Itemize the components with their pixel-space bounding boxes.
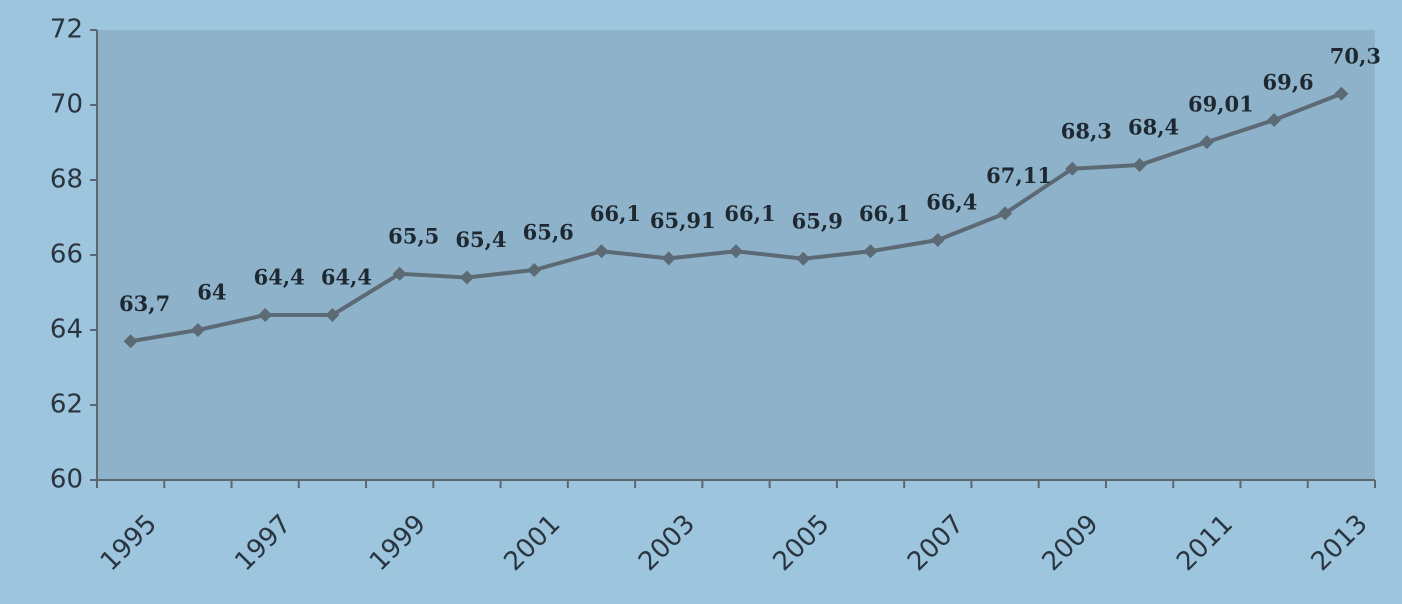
marker	[1334, 86, 1349, 101]
data-label: 69,6	[1263, 70, 1314, 95]
data-label: 68,3	[1061, 118, 1112, 143]
data-label: 63,7	[119, 291, 170, 316]
marker	[459, 270, 474, 285]
data-label: 64,4	[254, 265, 305, 290]
y-tick-label: 64	[50, 315, 83, 345]
marker	[258, 308, 273, 322]
marker	[123, 334, 138, 349]
data-label: 66,1	[859, 201, 910, 226]
data-label: 66,1	[724, 201, 775, 226]
data-label: 65,5	[388, 223, 439, 248]
marker	[1267, 113, 1282, 127]
data-label: 66,4	[926, 190, 977, 215]
marker	[863, 244, 878, 259]
marker	[661, 251, 676, 266]
marker	[1199, 135, 1214, 150]
marker	[325, 308, 340, 322]
y-tick-label: 66	[50, 240, 83, 270]
data-label: 64	[197, 280, 226, 305]
marker	[594, 244, 609, 259]
marker	[796, 251, 811, 266]
marker	[729, 244, 743, 259]
marker	[998, 206, 1013, 221]
data-label: 69,01	[1188, 92, 1254, 117]
data-label: 65,6	[523, 220, 574, 245]
marker	[1132, 158, 1147, 172]
data-label: 68,4	[1128, 115, 1179, 140]
data-label: 65,4	[455, 227, 506, 252]
marker	[1065, 161, 1080, 176]
marker	[527, 263, 542, 277]
data-label: 70,3	[1330, 43, 1381, 68]
data-label: 64,4	[321, 265, 372, 290]
data-label: 66,1	[590, 201, 641, 226]
data-label: 67,11	[986, 163, 1052, 188]
y-tick-label: 60	[50, 465, 83, 495]
y-tick-label: 72	[50, 15, 83, 45]
data-label: 65,91	[650, 208, 716, 233]
y-tick-label: 70	[50, 90, 83, 120]
marker	[930, 233, 945, 247]
data-label: 65,9	[792, 208, 843, 233]
y-tick-label: 62	[50, 390, 83, 420]
marker	[392, 266, 407, 281]
y-tick-label: 68	[50, 165, 83, 195]
marker	[190, 323, 205, 337]
